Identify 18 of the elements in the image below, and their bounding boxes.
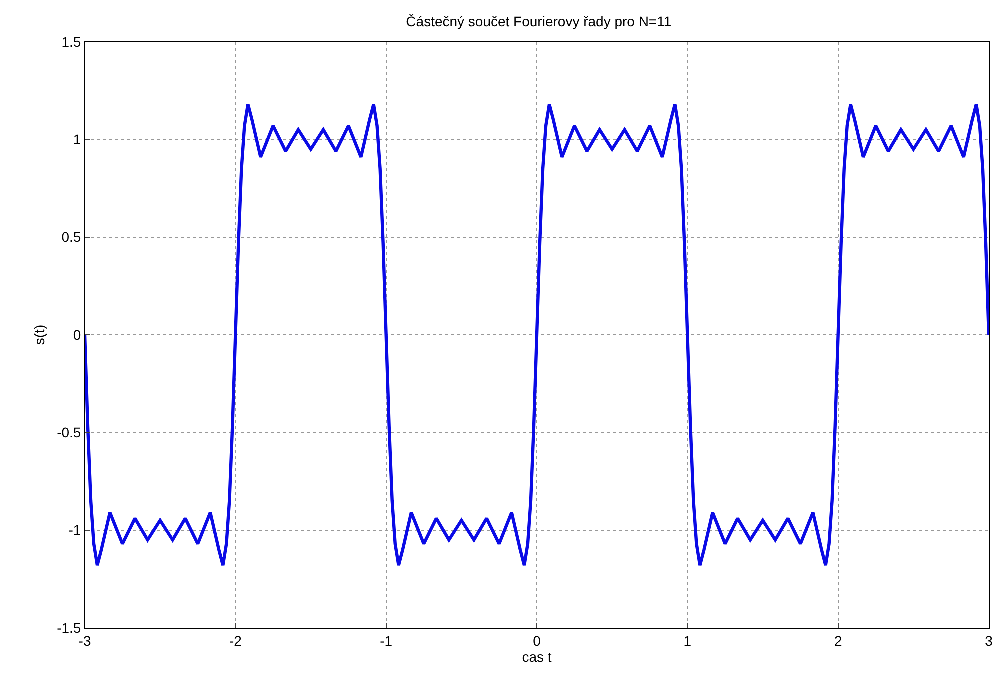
y-tick-label: -1.5 bbox=[57, 620, 82, 636]
y-tick-label: 0.5 bbox=[62, 229, 82, 246]
y-tick-label: 1.5 bbox=[62, 34, 82, 50]
y-tick-label: -1 bbox=[68, 522, 82, 538]
x-tick-label: 0 bbox=[533, 632, 542, 649]
y-tick-label: 0 bbox=[73, 326, 82, 343]
x-tick-label: 3 bbox=[985, 632, 994, 649]
chart-title: Částečný součet Fourierovy řady pro N=11 bbox=[406, 14, 672, 30]
y-tick-label: -0.5 bbox=[57, 424, 82, 441]
x-tick-label: -3 bbox=[78, 632, 92, 649]
x-axis-title: cas t bbox=[522, 648, 552, 665]
x-tick-label: -1 bbox=[380, 632, 393, 649]
x-tick-label: 2 bbox=[834, 632, 842, 649]
x-tick-label: -2 bbox=[229, 632, 242, 649]
y-axis-title: s(t) bbox=[32, 324, 48, 346]
y-tick-label: 1 bbox=[73, 132, 82, 148]
line-series bbox=[85, 102, 989, 568]
x-tick-label: 1 bbox=[684, 632, 692, 649]
